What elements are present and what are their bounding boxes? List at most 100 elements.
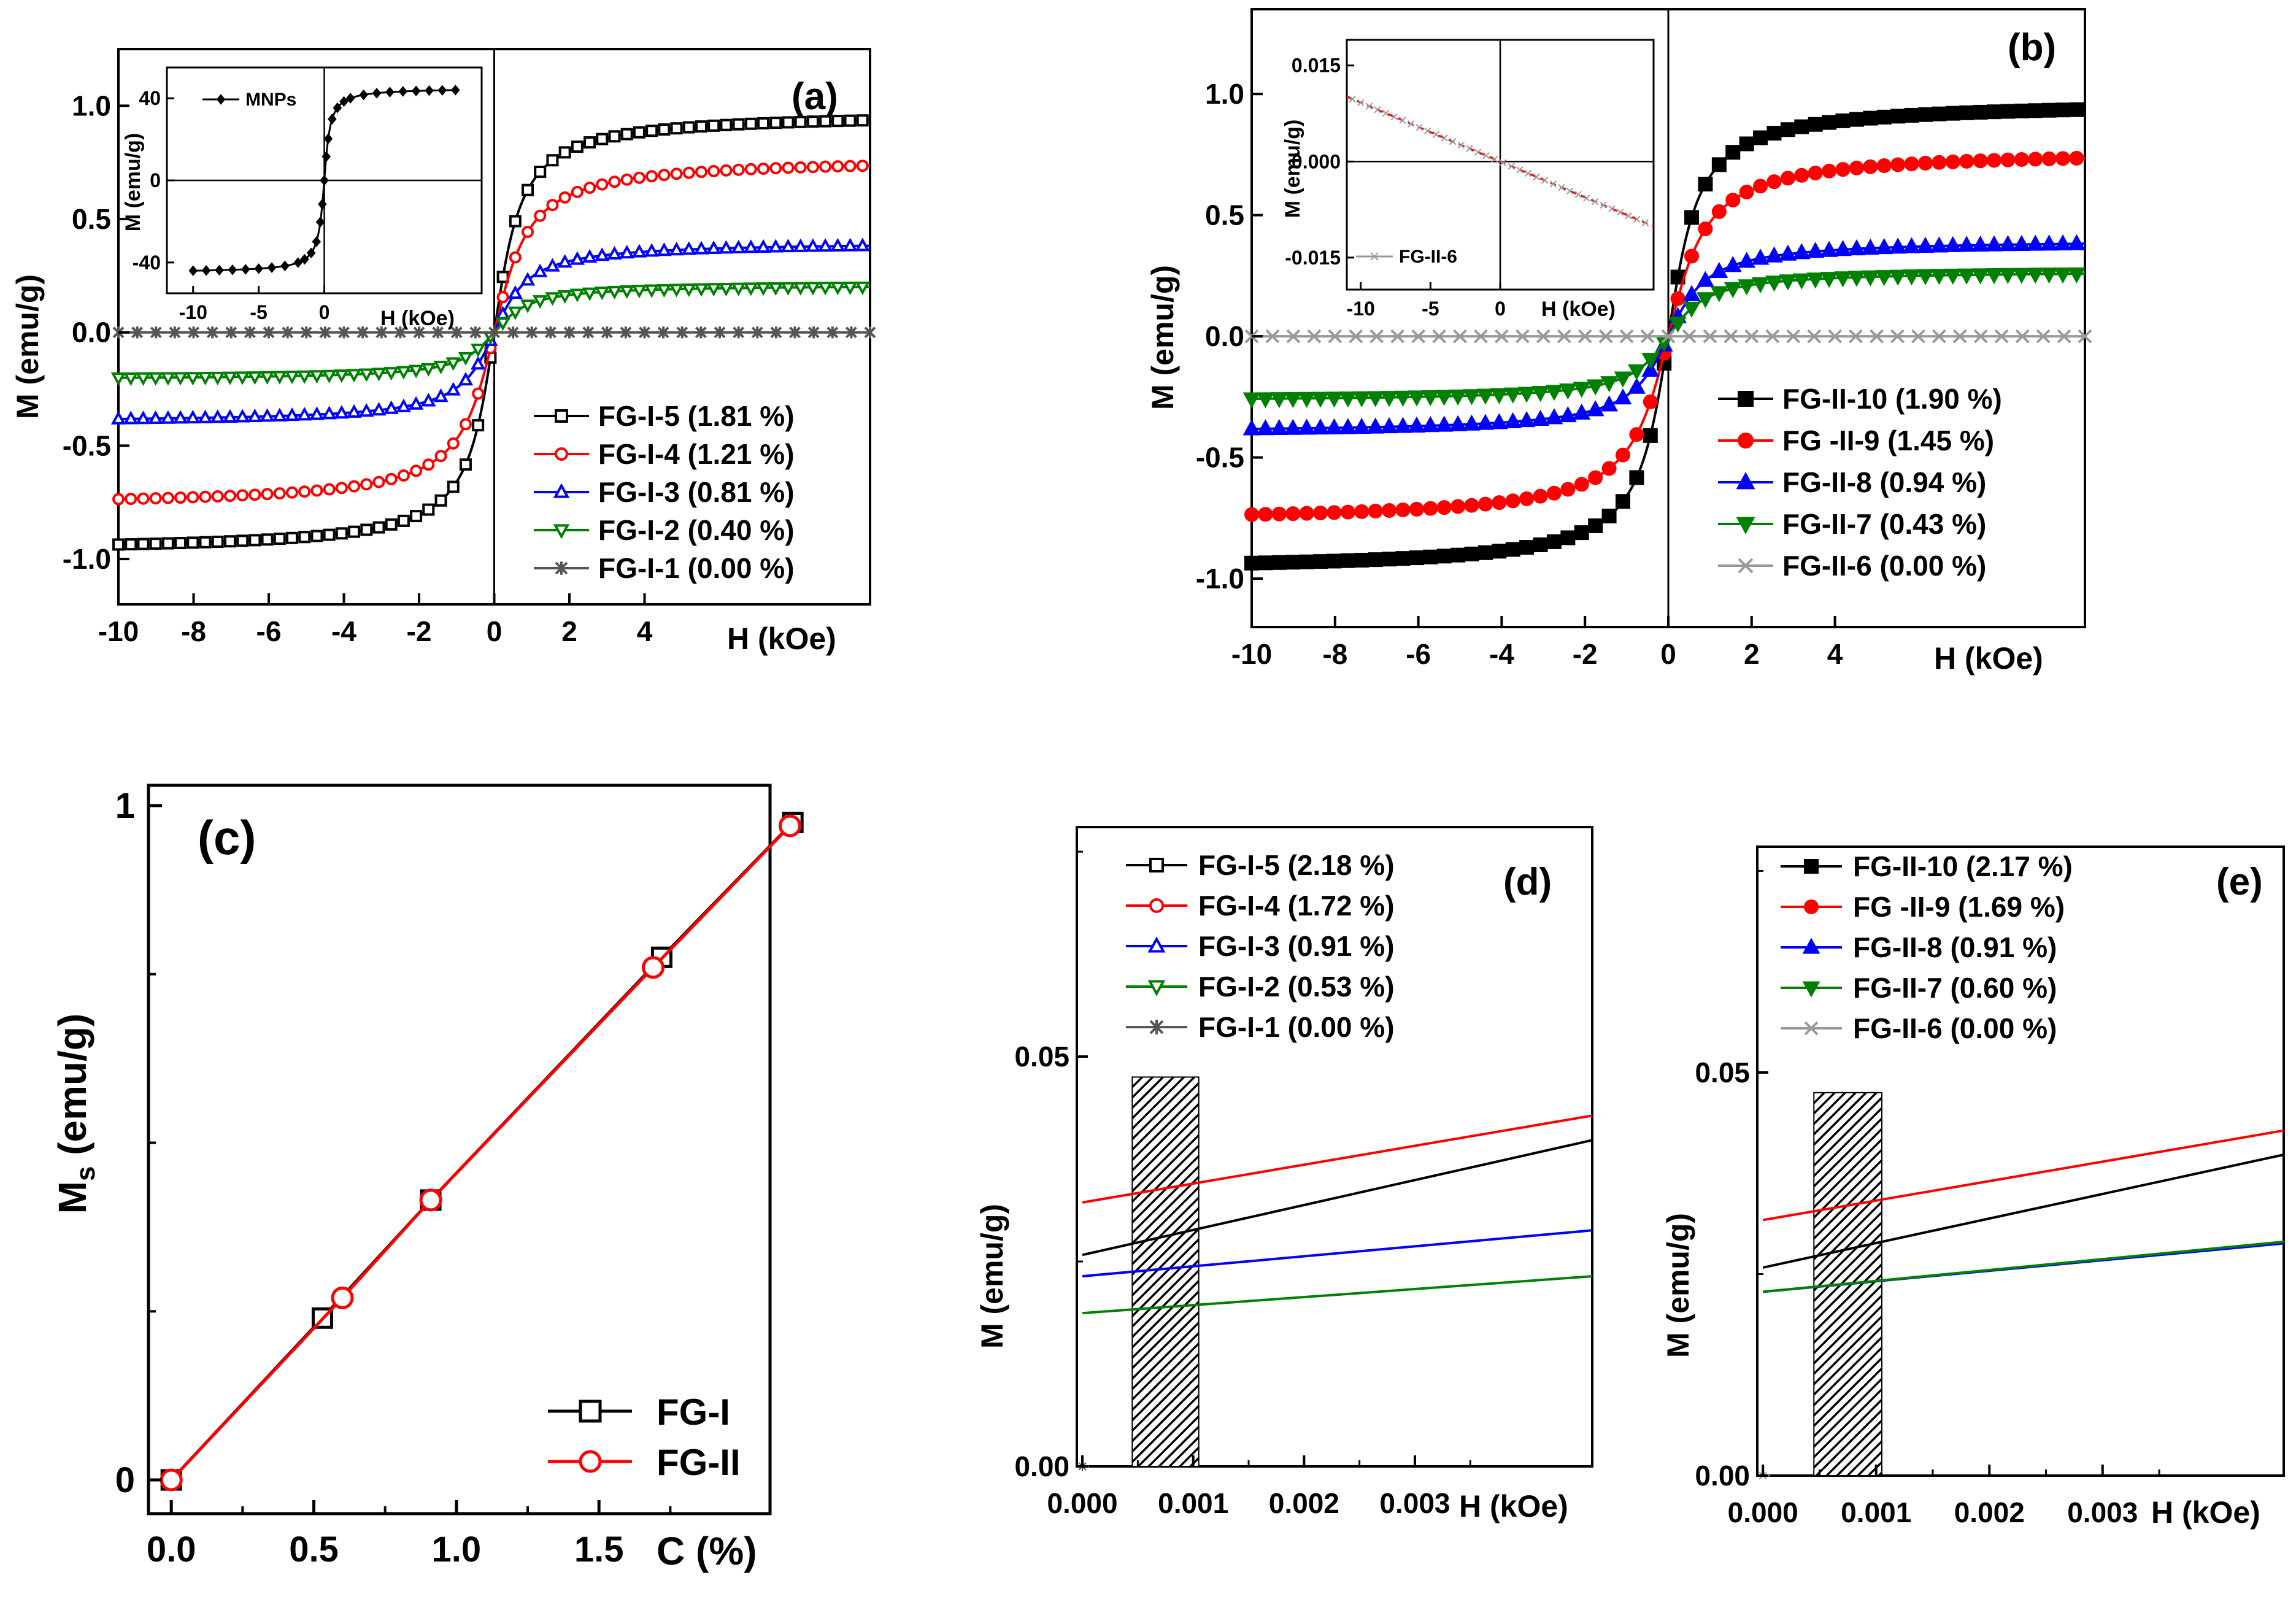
inset-data-point xyxy=(323,133,333,144)
data-point xyxy=(731,282,746,296)
inset-x-tick-label: -10 xyxy=(179,301,207,323)
data-point xyxy=(1661,329,1676,344)
legend-marker xyxy=(1736,472,1755,490)
legend-marker xyxy=(1802,981,1820,998)
legend-marker xyxy=(1804,859,1819,874)
data-point xyxy=(507,326,519,339)
series-line-2 xyxy=(1082,1229,1593,1278)
data-point xyxy=(2040,268,2058,284)
data-point xyxy=(1370,329,1384,344)
legend-label: FG-II-6 (0.00 %) xyxy=(1853,1012,2057,1044)
data-point xyxy=(458,352,474,366)
plot-frame xyxy=(1076,826,1593,1468)
data-point xyxy=(1354,552,1370,568)
data-point xyxy=(1806,272,1825,289)
data-point xyxy=(1640,329,1655,344)
data-point xyxy=(743,282,759,296)
data-point xyxy=(1558,406,1577,423)
data-point xyxy=(1390,329,1405,344)
data-point xyxy=(1476,388,1495,405)
data-point xyxy=(1971,268,1989,285)
data-point xyxy=(533,263,548,277)
data-point xyxy=(470,344,486,358)
data-point xyxy=(2028,103,2043,118)
data-point xyxy=(1436,549,1452,564)
data-point xyxy=(582,248,598,263)
data-point xyxy=(1952,329,1967,344)
data-point xyxy=(1270,392,1289,409)
data-point xyxy=(1421,390,1439,407)
data-point xyxy=(1257,419,1274,436)
inset-legend-marker xyxy=(216,94,226,105)
data-point xyxy=(1560,530,1576,545)
data-point xyxy=(298,531,311,544)
data-point xyxy=(1600,376,1618,393)
inset-data-point xyxy=(1482,152,1490,160)
legend-marker xyxy=(579,1400,602,1423)
data-point xyxy=(1432,329,1446,344)
data-point xyxy=(1780,122,1795,137)
data-point xyxy=(447,480,460,493)
data-point xyxy=(1820,272,1838,288)
y-tick-label: 0.05 xyxy=(1695,1057,1750,1088)
panel-label: (a) xyxy=(792,75,838,118)
x-tick-label: 0 xyxy=(1660,638,1676,670)
y-tick-label: 0.00 xyxy=(1014,1450,1069,1482)
inset-data-point xyxy=(1574,191,1582,198)
data-point xyxy=(1598,329,1613,344)
inset-data-point xyxy=(345,93,355,104)
data-point xyxy=(1808,117,1823,132)
inset-data-point xyxy=(1566,187,1574,194)
y-tick-label: -1.0 xyxy=(63,543,111,575)
data-point xyxy=(300,326,312,339)
inset-data-point xyxy=(267,262,277,273)
data-point xyxy=(1710,261,1728,279)
data-point xyxy=(2026,268,2044,284)
data-point xyxy=(496,291,509,304)
data-point xyxy=(718,282,734,297)
plot-frame xyxy=(1756,845,2285,1477)
data-point xyxy=(639,326,650,339)
data-point xyxy=(645,125,658,137)
data-point xyxy=(657,283,672,298)
x-tick-label: -6 xyxy=(1406,638,1431,670)
data-point xyxy=(1504,412,1522,428)
data-point xyxy=(397,514,410,527)
data-point xyxy=(1670,291,1685,306)
data-point xyxy=(272,407,287,422)
data-point xyxy=(681,283,696,298)
data-point xyxy=(432,326,444,339)
data-point xyxy=(1574,525,1589,541)
data-point xyxy=(1560,482,1576,497)
data-point xyxy=(1890,329,1905,344)
x-tick-label: 0.002 xyxy=(1954,1496,2025,1528)
data-point xyxy=(1792,243,1811,260)
x-axis-label: H (kOe) xyxy=(1459,1489,1568,1523)
data-point xyxy=(1436,500,1452,515)
data-point xyxy=(348,525,361,538)
x-tick-label: 0.0 xyxy=(147,1530,196,1569)
data-point xyxy=(1835,162,1851,177)
data-point xyxy=(1382,503,1397,518)
data-point xyxy=(842,282,858,296)
data-point xyxy=(1876,109,1892,125)
data-point xyxy=(331,1286,354,1309)
inset-y-tick-label: 40 xyxy=(139,87,161,109)
data-point xyxy=(2013,234,2031,251)
inset-data-point xyxy=(315,217,325,228)
data-point xyxy=(1930,236,1948,253)
data-point xyxy=(383,367,399,381)
data-point xyxy=(397,469,410,482)
data-point xyxy=(607,245,622,260)
data-point xyxy=(421,363,436,377)
data-point xyxy=(1380,417,1398,434)
x-tick-label: 0.003 xyxy=(1379,1487,1450,1519)
data-point xyxy=(1476,414,1495,430)
inset-data-point xyxy=(1382,109,1390,117)
data-point xyxy=(856,114,869,127)
data-point xyxy=(1999,268,2017,284)
data-point xyxy=(2026,234,2044,251)
x-tick-label: -2 xyxy=(407,615,432,647)
data-point xyxy=(1490,388,1508,404)
legend-label: FG -II-9 (1.69 %) xyxy=(1853,891,2065,923)
